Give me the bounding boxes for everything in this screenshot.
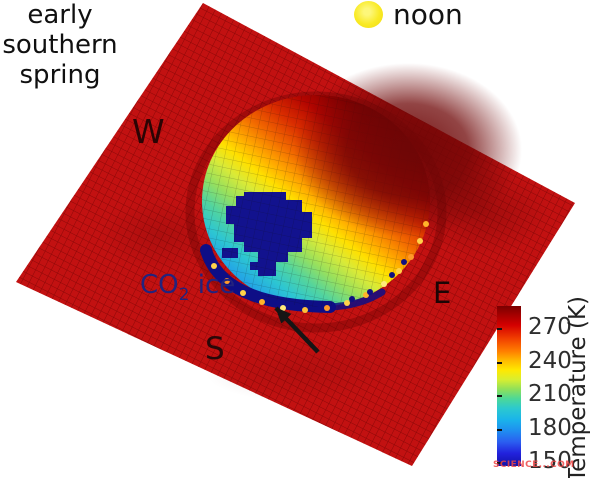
colorbar-tick xyxy=(497,429,502,431)
season-line-3: spring xyxy=(19,60,101,90)
co2-formula-base: CO xyxy=(140,270,179,300)
colorbar-tick-label: 270 xyxy=(528,314,572,340)
colorbar-tick xyxy=(497,462,502,464)
pointer-arrow xyxy=(274,306,320,354)
colorbar-tick-label: 210 xyxy=(528,381,572,407)
colorbar-tick-label: 180 xyxy=(528,415,572,441)
compass-east-label: E xyxy=(433,276,452,310)
co2-frost-rim-band-east xyxy=(326,288,386,311)
colorbar-tick-label: 240 xyxy=(528,348,572,374)
watermark: SCIENCE...COM xyxy=(493,460,575,470)
plane-shade-south xyxy=(205,342,395,402)
plane-shade-east xyxy=(414,168,550,256)
season-label: early southern spring xyxy=(0,0,120,90)
co2-formula-subscript: 2 xyxy=(178,285,190,305)
season-line-1: early xyxy=(27,0,93,30)
colorbar-tick xyxy=(497,362,502,364)
season-line-2: southern xyxy=(2,30,118,60)
colorbar-tick xyxy=(497,395,502,397)
noon-label: noon xyxy=(393,0,463,31)
colorbar-axis-label: Temperature (K) xyxy=(565,295,591,478)
compass-south-label: S xyxy=(205,331,225,367)
colorbar-gradient xyxy=(497,306,521,466)
compass-west-label: W xyxy=(132,112,165,151)
co2-label-suffix: ice xyxy=(189,270,236,300)
colorbar-tick-label: 150 xyxy=(528,448,572,474)
noon-marker-dot xyxy=(354,1,383,28)
rim-sunlit-dots xyxy=(211,221,429,313)
colorbar-tick xyxy=(497,328,502,330)
plane-shade-west xyxy=(98,199,222,271)
co2-ice-label: CO2 ice xyxy=(140,270,235,305)
